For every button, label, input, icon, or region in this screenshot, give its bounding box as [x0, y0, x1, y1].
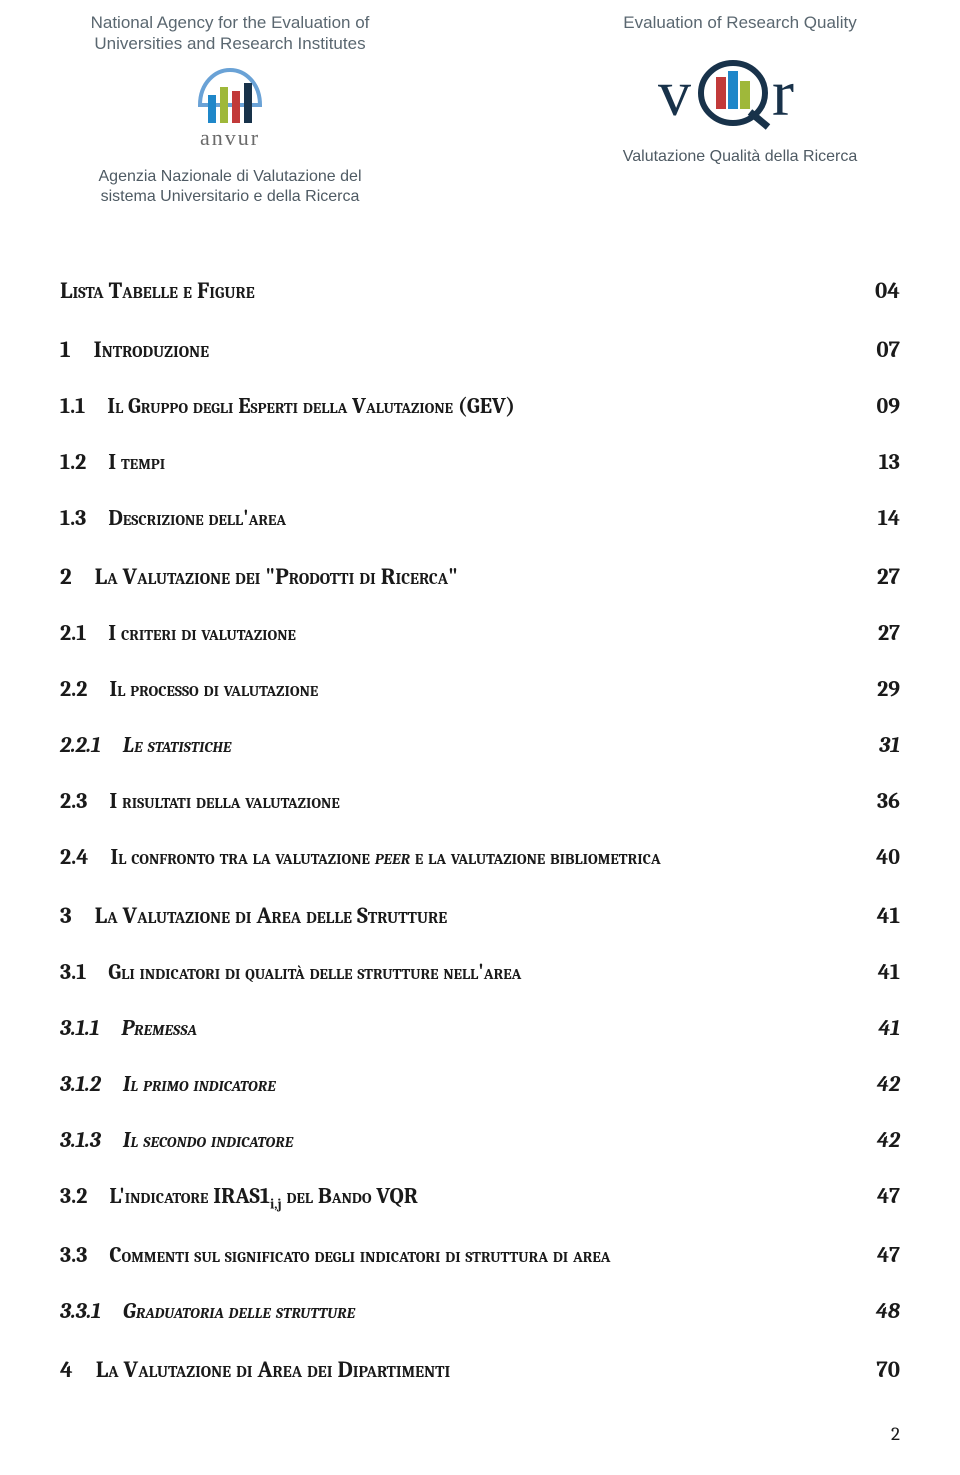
header-right-eng: Evaluation of Research Quality	[623, 12, 856, 33]
toc-entry: 4 La Valutazione di Area dei Dipartiment…	[60, 1356, 900, 1383]
toc-entry-label: 3.3 Commenti sul significato degli indic…	[60, 1242, 860, 1268]
header-left-eng: National Agency for the Evaluation of Un…	[91, 12, 370, 55]
toc-entry-page: 14	[860, 505, 900, 531]
toc-entry-page: 42	[860, 1127, 900, 1153]
toc-entry: 3.1.1 Premessa41	[60, 1015, 900, 1041]
header-left-eng-2: Universities and Research Institutes	[94, 34, 365, 53]
toc-entry: 1.1 Il Gruppo degli Esperti della Valuta…	[60, 393, 900, 419]
header-left-eng-1: National Agency for the Evaluation of	[91, 13, 370, 32]
header-left-ita-1: Agenzia Nazionale di Valutazione del	[99, 168, 362, 185]
page-number-footer: 2	[60, 1423, 900, 1445]
toc-entry: 3.1 Gli indicatori di qualità delle stru…	[60, 959, 900, 985]
toc-entry: 3.1.3 Il secondo indicatore42	[60, 1127, 900, 1153]
toc-entry-label: 4 La Valutazione di Area dei Dipartiment…	[60, 1356, 860, 1383]
toc-entry-page: 47	[860, 1242, 900, 1268]
toc-entry: 3 La Valutazione di Area delle Strutture…	[60, 902, 900, 929]
toc-entry-label: 2.1 I criteri di valutazione	[60, 620, 860, 646]
table-of-contents: Lista Tabelle e Figure04 1 Introduzione07…	[60, 277, 900, 1383]
header-left-col: National Agency for the Evaluation of Un…	[60, 12, 400, 207]
toc-entry-page: 41	[860, 959, 900, 985]
toc-entry: 3.3.1 Graduatoria delle strutture48	[60, 1298, 900, 1324]
toc-entry-page: 36	[860, 788, 900, 814]
header-right-col: Evaluation of Research Quality v r Valut…	[580, 12, 900, 167]
toc-entry-label: 2 La Valutazione dei "Prodotti di Ricerc…	[60, 563, 860, 590]
header-left-ita: Agenzia Nazionale di Valutazione del sis…	[99, 167, 362, 207]
toc-entry-page: 41	[860, 1015, 900, 1041]
toc-entry-label: 1.1 Il Gruppo degli Esperti della Valuta…	[60, 393, 860, 419]
toc-entry-label: 3.1.1 Premessa	[60, 1015, 860, 1041]
toc-entry: 2.4 Il confronto tra la valutazione peer…	[60, 844, 900, 870]
toc-entry-label: 2.4 Il confronto tra la valutazione peer…	[60, 844, 860, 870]
svg-text:anvur: anvur	[200, 125, 260, 150]
page-header: National Agency for the Evaluation of Un…	[60, 12, 900, 207]
toc-entry-label: 3.1 Gli indicatori di qualità delle stru…	[60, 959, 860, 985]
toc-entry-page: 07	[860, 336, 900, 363]
toc-entry: 2 La Valutazione dei "Prodotti di Ricerc…	[60, 563, 900, 590]
svg-text:v: v	[658, 57, 691, 130]
toc-entry-label: 1.2 I tempi	[60, 449, 860, 475]
toc-entry-label: 2.2.1 Le statistiche	[60, 732, 860, 758]
toc-entry-label: 1 Introduzione	[60, 336, 860, 363]
toc-entry-page: 09	[860, 393, 900, 419]
toc-entry-page: 31	[860, 732, 900, 758]
toc-entry-page: 70	[860, 1356, 900, 1383]
toc-entry-label: 3.1.2 Il primo indicatore	[60, 1071, 860, 1097]
toc-entry-label: 2.2 Il processo di valutazione	[60, 676, 860, 702]
toc-entry-label: Lista Tabelle e Figure	[60, 277, 860, 304]
toc-entry: 2.1 I criteri di valutazione27	[60, 620, 900, 646]
toc-entry-page: 04	[860, 277, 900, 304]
toc-entry: 3.1.2 Il primo indicatore42	[60, 1071, 900, 1097]
toc-entry-label: 3.3.1 Graduatoria delle strutture	[60, 1298, 860, 1324]
header-left-ita-2: sistema Universitario e della Ricerca	[101, 188, 360, 205]
toc-entry: 2.2 Il processo di valutazione29	[60, 676, 900, 702]
header-right-ita: Valutazione Qualità della Ricerca	[623, 147, 858, 167]
toc-entry-label: 3.2 L'indicatore IRAS1i,j del Bando VQR	[60, 1183, 860, 1212]
toc-entry-page: 27	[860, 620, 900, 646]
toc-entry: 2.2.1 Le statistiche31	[60, 732, 900, 758]
toc-entry: 3.3 Commenti sul significato degli indic…	[60, 1242, 900, 1268]
toc-entry-page: 42	[860, 1071, 900, 1097]
toc-entry-page: 13	[860, 449, 900, 475]
anvur-logo: anvur	[170, 65, 290, 159]
svg-text:r: r	[772, 57, 794, 130]
toc-entry-label: 1.3 Descrizione dell'area	[60, 505, 860, 531]
toc-entry-label: 3 La Valutazione di Area delle Strutture	[60, 902, 860, 929]
toc-entry-page: 48	[860, 1298, 900, 1324]
toc-entry-page: 27	[860, 563, 900, 590]
toc-entry-label: 3.1.3 Il secondo indicatore	[60, 1127, 860, 1153]
toc-entry: 2.3 I risultati della valutazione36	[60, 788, 900, 814]
toc-entry-page: 41	[860, 902, 900, 929]
toc-entry-page: 40	[860, 844, 900, 870]
toc-entry-page: 47	[860, 1183, 900, 1209]
document-page: National Agency for the Evaluation of Un…	[0, 0, 960, 1475]
toc-entry: 1.3 Descrizione dell'area14	[60, 505, 900, 531]
toc-entry: Lista Tabelle e Figure04	[60, 277, 900, 304]
vqr-logo: v r	[650, 57, 830, 141]
toc-entry-page: 29	[860, 676, 900, 702]
toc-entry: 1 Introduzione07	[60, 336, 900, 363]
toc-entry: 3.2 L'indicatore IRAS1i,j del Bando VQR4…	[60, 1183, 900, 1212]
toc-entry-label: 2.3 I risultati della valutazione	[60, 788, 860, 814]
toc-entry: 1.2 I tempi13	[60, 449, 900, 475]
